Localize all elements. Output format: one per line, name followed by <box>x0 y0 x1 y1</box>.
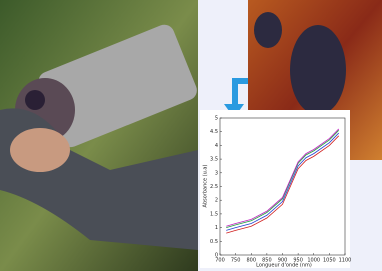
y-tick-label: 4 <box>215 143 218 149</box>
y-tick-label: 3 <box>215 170 218 176</box>
y-tick-label: 0.5 <box>210 239 218 245</box>
x-tick-label: 700 <box>215 258 225 264</box>
y-tick-label: 2 <box>215 198 218 204</box>
y-tick-label: 4.5 <box>210 129 218 135</box>
y-tick-label: 5 <box>215 116 218 122</box>
photo-device <box>0 0 200 271</box>
x-tick-label: 750 <box>231 258 241 264</box>
x-tick-label: 800 <box>246 258 256 264</box>
chart-panel <box>200 110 350 268</box>
y-tick-label: 1.5 <box>210 211 218 217</box>
x-tick-label: 1050 <box>323 258 336 264</box>
x-tick-label: 1100 <box>339 258 352 264</box>
y-tick-label: 1 <box>215 225 218 231</box>
y-axis-title: Absorbance (u.a) <box>203 165 209 208</box>
x-axis-title: Longueur d'onde (nm) <box>256 263 312 269</box>
y-tick-label: 2.5 <box>210 184 218 190</box>
y-tick-label: 3.5 <box>210 157 218 163</box>
composite: 00.511.522.533.544.557007508008509009501… <box>0 0 382 271</box>
